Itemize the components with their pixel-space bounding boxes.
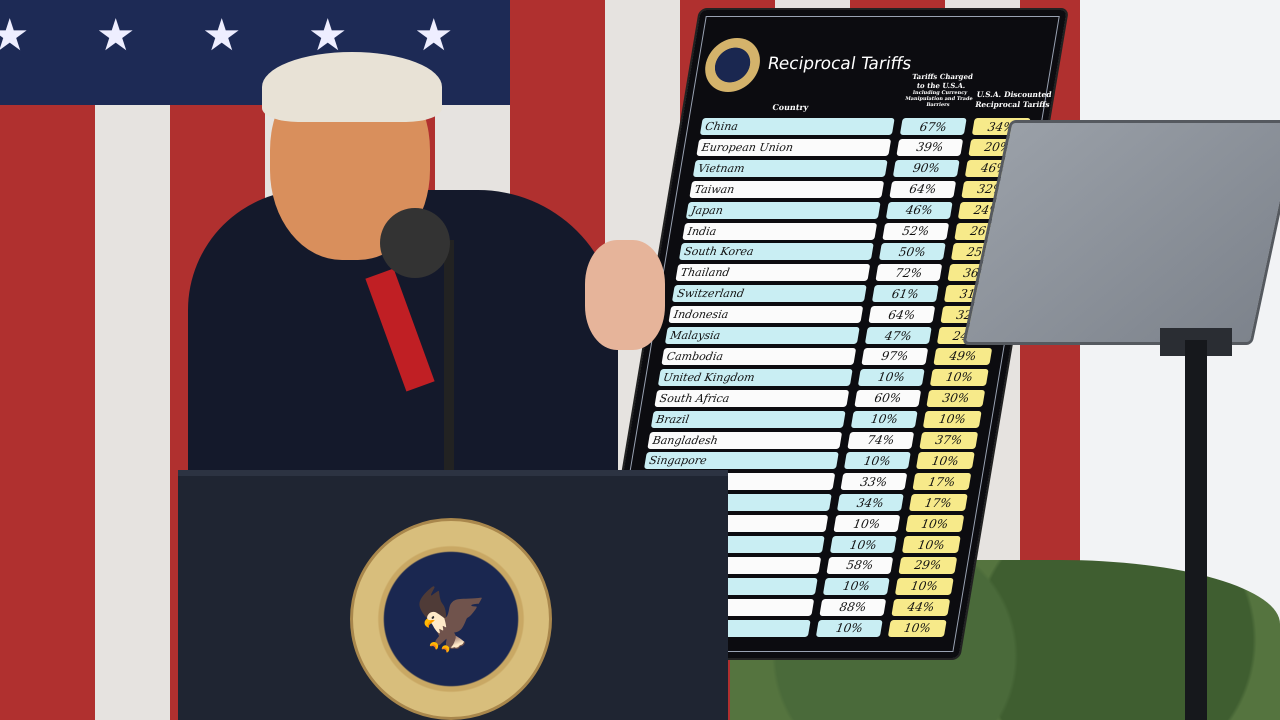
board-title: Reciprocal Tariffs [766,54,913,74]
country-cell: South Korea [678,243,874,261]
charged-cell: 39% [896,138,964,156]
reciprocal-cell: 10% [929,368,989,386]
charged-cell: 58% [826,556,894,574]
presidential-seal: 🦅 [350,518,552,720]
reciprocal-cell: 30% [926,389,986,407]
table-row: Cambodia 97% 49% [661,347,993,365]
charged-cell: 88% [819,598,887,616]
charged-cell: 67% [899,118,967,135]
charged-cell: 10% [829,536,897,553]
table-row: China 67% 34% [699,118,1031,135]
teleprompter-glass [962,120,1280,345]
country-cell: China [699,118,895,135]
country-cell: European Union [696,138,892,156]
charged-cell: 10% [850,410,918,428]
table-row: European Union 39% 20% [696,138,1028,156]
header-discounted: U.S.A. Discounted Reciprocal Tariffs [974,90,1053,109]
charged-cell: 52% [882,222,950,240]
charged-cell: 46% [885,201,953,219]
country-cell: Brazil [650,410,846,428]
charged-cell: 50% [878,243,946,261]
charged-cell: 64% [868,306,936,324]
charged-cell: 10% [815,619,883,637]
table-row: Singapore 10% 10% [643,452,975,470]
reciprocal-cell: 17% [912,473,972,491]
charged-cell: 61% [871,285,939,303]
star-icon: ★ [96,10,136,61]
reciprocal-cell: 44% [891,598,951,616]
charged-cell: 10% [857,368,925,386]
reciprocal-cell: 10% [922,410,982,428]
country-cell: Malaysia [664,327,860,344]
reciprocal-cell: 10% [894,577,954,595]
header-charged: Tariffs Charged to the U.S.A. Including C… [902,72,978,108]
reciprocal-cell: 10% [905,515,965,533]
star-icon: ★ [0,10,30,61]
table-row: Bangladesh 74% 37% [647,431,979,449]
speaker-hand [585,240,665,350]
reciprocal-cell: 10% [915,452,975,470]
charged-cell: 97% [861,347,929,365]
charged-cell: 90% [892,159,960,177]
table-row: Brazil 10% 10% [650,410,982,428]
charged-cell: 10% [833,515,901,533]
country-cell: South Africa [654,389,850,407]
country-cell: United Kingdom [657,368,853,386]
table-row: India 52% 26% [682,222,1014,240]
country-cell: Singapore [643,452,839,470]
charged-cell: 34% [836,494,904,512]
charged-cell: 47% [864,327,932,344]
charged-cell: 10% [843,452,911,470]
charged-cell: 33% [840,473,908,491]
country-cell: Thailand [675,264,871,282]
reciprocal-cell: 10% [901,536,961,553]
microphone-stand [444,240,454,470]
star-icon: ★ [202,10,242,61]
presidential-seal-icon [701,38,765,92]
country-cell: Vietnam [692,159,888,177]
table-row: Taiwan 64% 32% [689,180,1021,198]
charged-cell: 60% [854,389,922,407]
star-icon: ★ [414,10,454,61]
country-cell: Indonesia [668,306,864,324]
charged-cell: 72% [875,264,943,282]
header-charged-label: Tariffs Charged to the U.S.A. [911,72,974,90]
country-cell: Switzerland [671,285,867,303]
table-row: South Korea 50% 25% [678,243,1010,261]
country-cell: Bangladesh [647,431,843,449]
table-row: Japan 46% 24% [685,201,1017,219]
eagle-icon: 🦅 [413,584,489,655]
reciprocal-cell: 37% [919,431,979,449]
charged-cell: 64% [889,180,957,198]
reciprocal-cell: 10% [887,619,947,637]
reciprocal-cell: 29% [898,556,958,574]
speaker-hair [262,52,442,122]
table-row: United Kingdom 10% 10% [657,368,989,386]
country-cell: Cambodia [661,347,857,365]
reciprocal-cell: 49% [933,347,993,365]
microphone [380,208,450,278]
flag-canton: ★ ★ ★ ★ ★ [0,0,510,105]
header-charged-sub: Including Currency Manipulation and Trad… [904,90,974,108]
country-cell: India [682,222,878,240]
teleprompter-stand [1185,340,1207,720]
charged-cell: 74% [847,431,915,449]
reciprocal-cell: 17% [908,494,968,512]
country-cell: Japan [685,201,881,219]
country-cell: Taiwan [689,180,885,198]
table-row: Vietnam 90% 46% [692,159,1024,177]
header-country: Country [771,102,810,112]
table-row: South Africa 60% 30% [654,389,986,407]
charged-cell: 10% [822,577,890,595]
